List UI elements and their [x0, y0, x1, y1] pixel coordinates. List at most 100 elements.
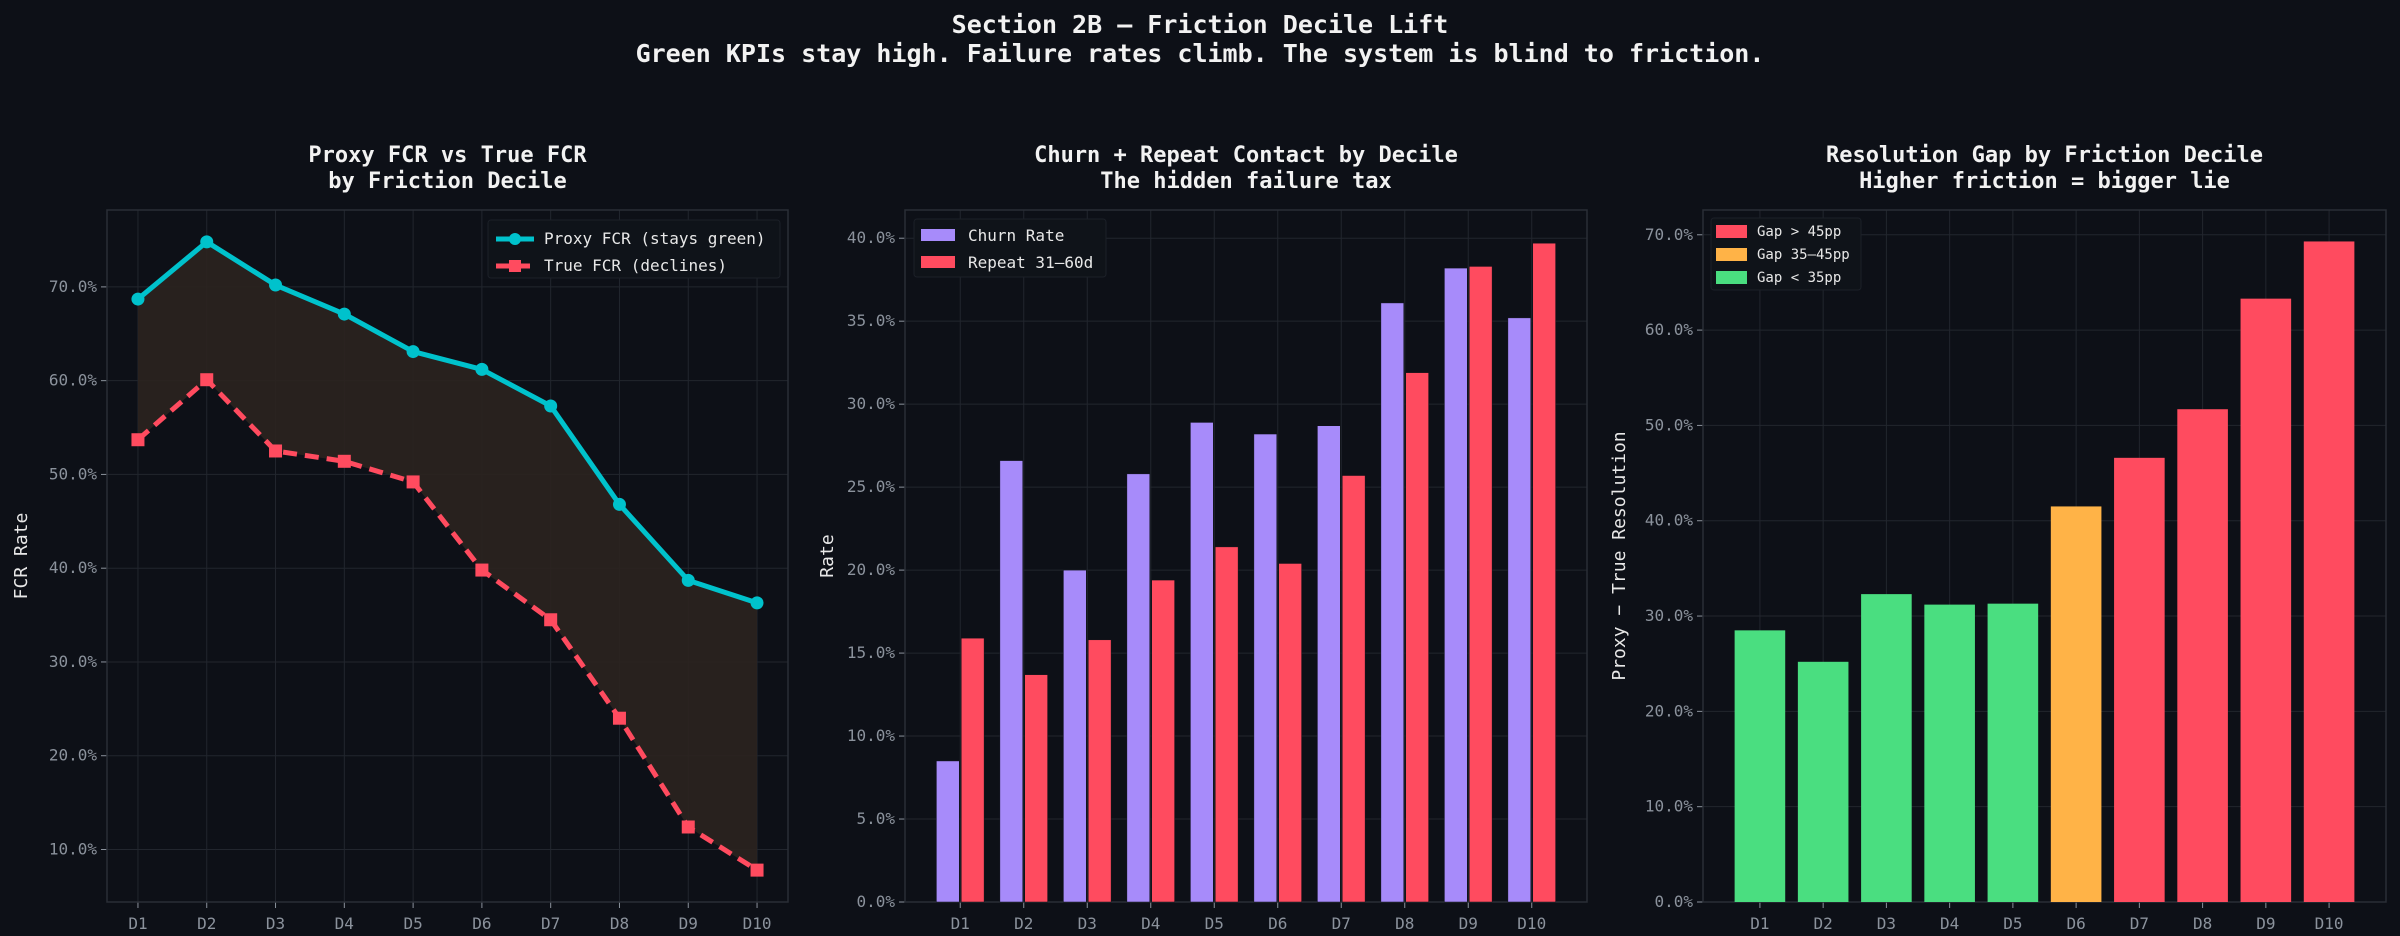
gap-fill-area [137, 241, 758, 871]
xtick-label: D4 [1940, 914, 1959, 932]
xtick-label: D3 [266, 914, 285, 932]
figure-title: Section 2B — Friction Decile Lift [952, 10, 1449, 39]
bar-gap [1797, 661, 1849, 902]
legend-swatch [1716, 271, 1747, 284]
legend-label: Churn Rate [968, 226, 1064, 245]
xtick-label: D5 [2003, 914, 2022, 932]
bar-repeat [960, 637, 985, 903]
xtick-label: D8 [610, 914, 629, 932]
chart-title: Churn + Repeat Contact by Decile [1034, 143, 1458, 168]
y-axis-label: Proxy − True Resolution [1609, 431, 1630, 680]
data-point [544, 613, 558, 627]
xtick-label: D10 [2315, 914, 2344, 932]
data-point [269, 444, 283, 458]
series-line-1 [136, 239, 758, 606]
xtick-label: D8 [2193, 914, 2212, 932]
data-point [750, 863, 764, 877]
bar-repeat [1469, 266, 1493, 903]
y-axis-label: Rate [817, 534, 838, 577]
bar-churn [1507, 317, 1532, 903]
bar-gap [2240, 298, 2292, 902]
ytick-label: 25.0% [847, 477, 896, 496]
ytick-label: 20.0% [49, 746, 98, 765]
xtick-label: D2 [197, 914, 216, 932]
bar-gap [1861, 594, 1912, 902]
ytick-label: 30.0% [49, 652, 98, 671]
ytick-label: 15.0% [847, 643, 896, 662]
xtick-label: D3 [1877, 914, 1896, 932]
data-point [406, 345, 420, 359]
ytick-label: 70.0% [1645, 225, 1694, 244]
xtick-label: D7 [541, 914, 560, 932]
legend-swatch [921, 256, 955, 268]
xtick-label: D1 [1750, 914, 1769, 932]
chart-subtitle: Higher friction = bigger lie [1859, 169, 2230, 194]
xtick-label: D2 [1014, 914, 1033, 932]
bar-gap [2177, 409, 2228, 902]
xtick-label: D4 [1141, 914, 1160, 932]
data-point [750, 596, 764, 610]
ytick-label: 20.0% [847, 560, 896, 579]
chart-panel-3: Resolution Gap by Friction DecileHigher … [1609, 143, 2387, 933]
ytick-label: 60.0% [49, 371, 98, 390]
data-point [200, 235, 214, 249]
ytick-label: 20.0% [1645, 701, 1694, 720]
legend-label: Repeat 31–60d [968, 253, 1093, 272]
xtick-label: D6 [472, 914, 491, 932]
xtick-label: D6 [1268, 914, 1287, 932]
bar-repeat [1151, 579, 1175, 903]
xtick-label: D8 [1395, 914, 1414, 932]
bar-repeat [1087, 639, 1112, 903]
legend-box [1710, 217, 1862, 291]
bar-churn [1190, 422, 1214, 903]
bar-repeat [1405, 372, 1429, 903]
ytick-label: 40.0% [1645, 511, 1694, 530]
bar-churn [999, 460, 1023, 903]
xtick-label: D3 [1078, 914, 1097, 932]
ytick-label: 5.0% [856, 809, 895, 828]
legend-label: Gap < 35pp [1757, 270, 1841, 286]
chart-subtitle: The hidden failure tax [1100, 169, 1391, 194]
axes-frame [904, 209, 1588, 903]
legend-swatch [1716, 225, 1747, 238]
ytick-label: 35.0% [847, 311, 896, 330]
data-point [681, 573, 695, 587]
ytick-label: 40.0% [847, 228, 896, 247]
bar-repeat [1214, 546, 1239, 903]
data-point [200, 373, 214, 387]
xtick-label: D9 [1459, 914, 1478, 932]
legend-box [913, 218, 1107, 278]
bar-gap [1987, 603, 2039, 902]
ytick-label: 30.0% [847, 394, 896, 413]
legend-box [487, 219, 781, 279]
xtick-label: D5 [1205, 914, 1224, 932]
ytick-label: 70.0% [49, 277, 98, 296]
ytick-label: 60.0% [1645, 320, 1694, 339]
bar-churn [1444, 267, 1468, 903]
series-line-2 [136, 377, 759, 873]
ytick-label: 0.0% [856, 892, 895, 911]
bar-repeat [1532, 242, 1556, 903]
ytick-label: 10.0% [847, 726, 896, 745]
data-point [337, 454, 351, 468]
axes-frame [1702, 209, 2387, 903]
y-axis-label: FCR Rate [11, 513, 32, 600]
bar-repeat [1024, 674, 1048, 903]
legend-label: Gap > 45pp [1757, 224, 1841, 240]
data-point [612, 711, 626, 725]
xtick-label: D1 [951, 914, 970, 932]
figure-subtitle: Green KPIs stay high. Failure rates clim… [636, 39, 1765, 68]
legend-marker [509, 260, 521, 272]
bar-gap [2114, 457, 2165, 902]
bar-gap [2303, 241, 2355, 903]
xtick-label: D6 [2066, 914, 2085, 932]
xtick-label: D9 [2256, 914, 2275, 932]
xtick-label: D10 [1517, 914, 1546, 932]
data-point [337, 307, 351, 321]
xtick-label: D1 [128, 914, 147, 932]
bar-gap [1924, 604, 1975, 902]
data-point [681, 820, 695, 834]
xtick-label: D7 [2130, 914, 2149, 932]
